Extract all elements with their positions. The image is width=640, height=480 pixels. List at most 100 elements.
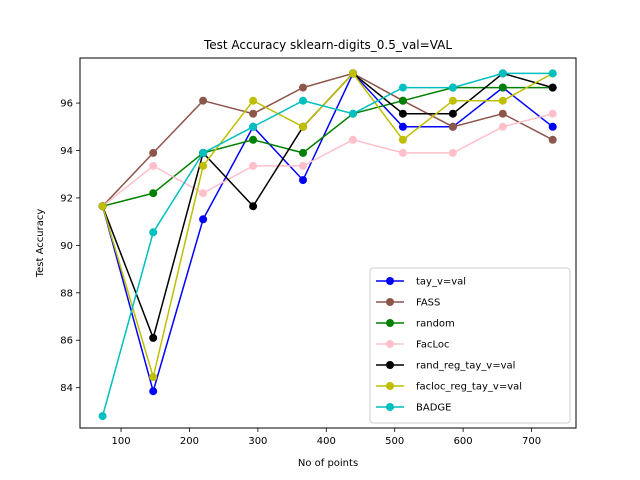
data-point [398, 148, 407, 157]
series-1 [98, 69, 557, 211]
x-tick-label: 400 [317, 436, 336, 447]
legend-item: rand_reg_tay_v=val [376, 361, 515, 372]
legend-label: random [416, 319, 455, 330]
data-point [249, 202, 258, 211]
data-point [299, 122, 307, 131]
plot-series [98, 69, 557, 421]
series-line [102, 72, 554, 207]
legend-marker [386, 298, 394, 306]
data-point [548, 109, 557, 118]
data-point [149, 333, 158, 342]
y-tick-label: 84 [60, 383, 73, 394]
legend-marker [386, 277, 394, 285]
legend-item: random [376, 319, 455, 330]
data-point [149, 161, 158, 170]
data-point [398, 109, 407, 118]
data-point [398, 122, 407, 131]
data-point [249, 122, 258, 131]
x-tick-label: 100 [112, 436, 131, 447]
legend-label: facloc_reg_tay_v=val [416, 382, 522, 393]
legend-marker [386, 319, 394, 327]
data-point [149, 189, 158, 198]
legend-marker [386, 403, 394, 411]
data-point [349, 69, 357, 78]
data-point [448, 109, 457, 118]
data-point [548, 122, 557, 131]
data-point [299, 176, 307, 185]
legend-label: rand_reg_tay_v=val [416, 361, 515, 372]
x-tick-label: 600 [454, 436, 473, 447]
y-tick-label: 86 [60, 336, 73, 347]
data-point [199, 148, 208, 157]
data-point [149, 228, 158, 237]
data-point [299, 148, 307, 157]
data-point [498, 83, 507, 92]
data-point [199, 96, 208, 105]
data-point [548, 69, 557, 78]
y-axis: 84 86 88 90 92 94 96 [60, 99, 80, 394]
data-point [199, 189, 208, 198]
series-line [102, 86, 553, 207]
data-point [98, 412, 107, 421]
series-line [101, 72, 554, 380]
legend-item: FacLoc [376, 340, 449, 351]
legend-marker [386, 361, 394, 369]
data-point [249, 161, 258, 170]
x-tick-label: 500 [385, 436, 404, 447]
data-point [98, 202, 107, 211]
data-point [498, 109, 507, 118]
legend-label: tay_v=val [416, 277, 466, 288]
data-point [498, 96, 507, 105]
y-tick-label: 94 [60, 146, 73, 157]
x-axis: 100 200 300 400 500 600 700 [112, 428, 541, 447]
x-tick-label: 200 [180, 436, 199, 447]
data-point [448, 96, 457, 105]
data-point [448, 148, 457, 157]
data-point [498, 69, 507, 78]
data-point [149, 148, 158, 157]
data-point [199, 215, 208, 224]
data-point [398, 96, 407, 105]
data-point [398, 135, 407, 144]
data-point [299, 96, 307, 105]
data-point [199, 161, 208, 170]
data-point [448, 83, 457, 92]
data-point [448, 122, 457, 131]
data-point [149, 387, 158, 396]
plot-frame [79, 57, 577, 429]
y-tick-label: 96 [60, 99, 73, 110]
series-2 [98, 83, 557, 211]
data-point [349, 109, 357, 118]
legend-label: BADGE [416, 403, 451, 414]
legend: tay_v=val FASS random FacLoc rand_reg_tay_v=… [369, 267, 571, 424]
series-line [102, 112, 553, 207]
chart-title: Test Accuracy sklearn-digits_0.5_val=VAL [203, 38, 452, 52]
legend-item: tay_v=val [376, 277, 466, 288]
data-point [249, 135, 258, 144]
series-line [101, 72, 553, 417]
data-point [349, 135, 357, 144]
legend-box [369, 267, 571, 424]
x-tick-label: 700 [522, 436, 541, 447]
y-tick-label: 90 [60, 241, 73, 252]
data-point [299, 161, 307, 170]
data-point [498, 122, 507, 131]
legend-item: FASS [376, 298, 440, 309]
legend-label: FacLoc [416, 340, 449, 351]
data-point [249, 96, 258, 105]
y-tick-label: 88 [60, 288, 73, 299]
legend-marker [386, 340, 394, 348]
y-axis-label: Test Accuracy [35, 209, 46, 279]
data-point [548, 135, 557, 144]
series-3 [98, 109, 557, 211]
legend-label: FASS [416, 298, 440, 309]
data-point [299, 83, 307, 92]
series-line [101, 72, 554, 394]
data-point [548, 83, 557, 92]
x-axis-label: No of points [298, 458, 358, 469]
y-tick-label: 92 [60, 193, 73, 204]
legend-item: BADGE [376, 403, 451, 414]
data-point [149, 373, 158, 381]
data-point [249, 109, 258, 118]
